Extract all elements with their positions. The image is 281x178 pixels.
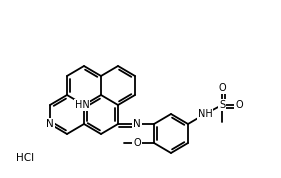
Text: N: N xyxy=(133,119,141,129)
Text: HN: HN xyxy=(75,100,89,110)
Text: O: O xyxy=(235,100,243,110)
Text: NH: NH xyxy=(198,109,212,119)
Text: O: O xyxy=(218,83,226,93)
Text: O: O xyxy=(133,138,141,148)
Text: N: N xyxy=(46,119,54,129)
Text: HCl: HCl xyxy=(16,153,34,163)
Text: S: S xyxy=(219,100,225,110)
